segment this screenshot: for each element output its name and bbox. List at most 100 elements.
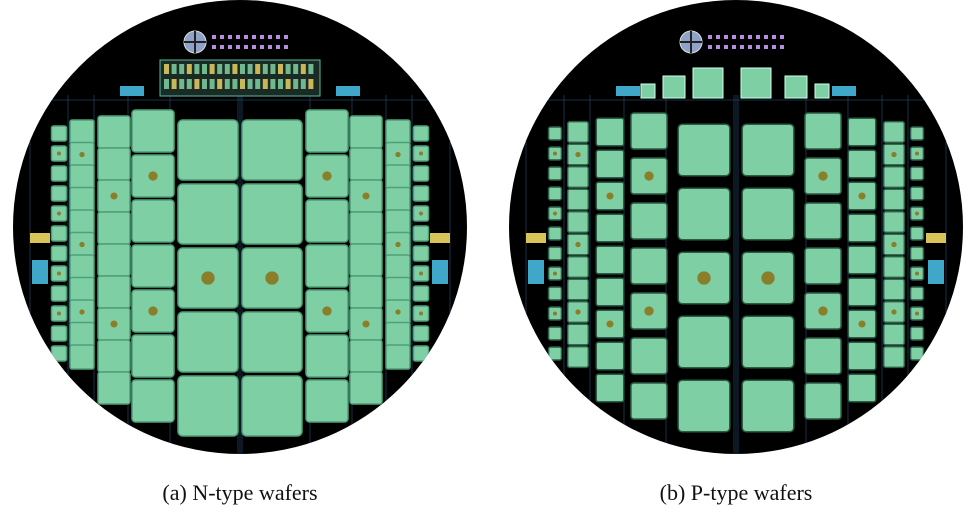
pad-dot [201, 271, 214, 284]
pad [132, 245, 174, 287]
pad [631, 113, 667, 149]
pad [386, 323, 410, 347]
pin [716, 35, 720, 39]
side-structure [528, 260, 544, 284]
pin [268, 45, 272, 49]
test-pad [225, 64, 230, 74]
pin [772, 45, 776, 49]
pad [386, 165, 410, 189]
pad-dot [57, 272, 61, 276]
test-pad [263, 79, 268, 89]
pad-dot [419, 272, 423, 276]
pad [350, 372, 382, 404]
pad-dot [553, 272, 557, 276]
pad [242, 184, 302, 244]
pad [52, 166, 67, 181]
side-structure [526, 233, 546, 243]
pad-dot [553, 312, 557, 316]
test-structure [663, 76, 685, 98]
pad-dot [915, 152, 919, 156]
pin [220, 35, 224, 39]
pad [596, 342, 624, 370]
pad [596, 246, 624, 274]
test-pad [164, 64, 169, 74]
pad [911, 327, 924, 340]
pin [220, 45, 224, 49]
pad [805, 113, 841, 149]
pad [306, 335, 348, 377]
pad [70, 165, 94, 189]
pad [911, 167, 924, 180]
pad [848, 118, 876, 146]
pad [848, 246, 876, 274]
pad-dot [891, 152, 896, 157]
pad-dot [79, 309, 84, 314]
pad [98, 148, 130, 180]
pad [742, 188, 794, 240]
pad [884, 347, 905, 368]
pin [708, 35, 712, 39]
pin [252, 35, 256, 39]
pad [350, 212, 382, 244]
pad [848, 278, 876, 306]
side-structure [832, 86, 856, 96]
pad [350, 276, 382, 308]
pad [178, 184, 238, 244]
pad-dot [858, 320, 865, 327]
pin [260, 45, 264, 49]
pad [132, 200, 174, 242]
caption: (a) N-type wafers [162, 480, 317, 505]
test-pad [202, 79, 207, 89]
pad [132, 335, 174, 377]
test-structure [741, 68, 771, 98]
pad [549, 327, 562, 340]
test-pad [308, 64, 313, 74]
pad [631, 383, 667, 419]
pad-dot [419, 212, 423, 216]
pad [631, 338, 667, 374]
pad [549, 227, 562, 240]
pin [724, 45, 728, 49]
pin [732, 45, 736, 49]
pad [132, 380, 174, 422]
pad-dot [362, 320, 369, 327]
side-structure [120, 86, 144, 96]
pad-dot [110, 320, 117, 327]
pin [740, 35, 744, 39]
pin [212, 35, 216, 39]
pin [228, 45, 232, 49]
pad-dot [644, 171, 653, 180]
pad-dot [148, 306, 157, 315]
pad [52, 226, 67, 241]
pad-dot [322, 306, 331, 315]
pad [568, 212, 589, 233]
pad-dot [265, 271, 278, 284]
pad [52, 346, 67, 361]
pad [911, 347, 924, 360]
pad [414, 126, 429, 141]
pad-dot [697, 271, 710, 284]
pad [884, 122, 905, 143]
pad [70, 255, 94, 279]
page: (a) N-type wafers (b) P-type wafers (() … [0, 0, 969, 513]
pad [178, 120, 238, 180]
pad-dot [644, 306, 653, 315]
test-pad [187, 79, 192, 89]
pad-dot [395, 242, 400, 247]
pad-dot [891, 242, 896, 247]
pad [386, 210, 410, 234]
pin [764, 45, 768, 49]
test-pad [225, 79, 230, 89]
pad-dot [79, 152, 84, 157]
pad [549, 247, 562, 260]
pad-dot [395, 309, 400, 314]
pad [98, 340, 130, 372]
pad [884, 324, 905, 345]
side-structure [336, 86, 360, 96]
pad [70, 210, 94, 234]
pad [178, 376, 238, 436]
test-pad [172, 79, 177, 89]
caption: (b) P-type wafers [660, 480, 813, 505]
test-structure [785, 76, 807, 98]
test-pad [308, 79, 313, 89]
